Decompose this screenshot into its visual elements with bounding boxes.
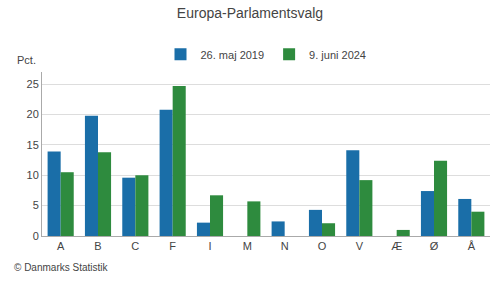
svg-text:F: F [169,240,176,252]
svg-text:Å: Å [468,240,476,252]
svg-text:I: I [208,240,211,252]
svg-text:9. juni 2024: 9. juni 2024 [309,49,366,61]
svg-text:Æ: Æ [391,240,402,252]
svg-text:10: 10 [27,169,39,181]
svg-text:V: V [356,240,364,252]
svg-text:5: 5 [33,199,39,211]
svg-text:20: 20 [27,108,39,120]
svg-text:B: B [94,240,101,252]
svg-text:15: 15 [27,139,39,151]
svg-text:O: O [318,240,327,252]
svg-text:A: A [57,240,65,252]
svg-text:Pct.: Pct. [17,54,36,66]
svg-text:25: 25 [27,78,39,90]
svg-text:Europa-Parlamentsvalg: Europa-Parlamentsvalg [177,5,323,21]
svg-text:N: N [281,240,289,252]
svg-text:C: C [131,240,139,252]
svg-text:0: 0 [33,230,39,242]
svg-text:© Danmarks Statistik: © Danmarks Statistik [14,262,109,273]
svg-text:Ø: Ø [430,240,439,252]
svg-text:M: M [243,240,252,252]
svg-text:26. maj 2019: 26. maj 2019 [201,49,265,61]
